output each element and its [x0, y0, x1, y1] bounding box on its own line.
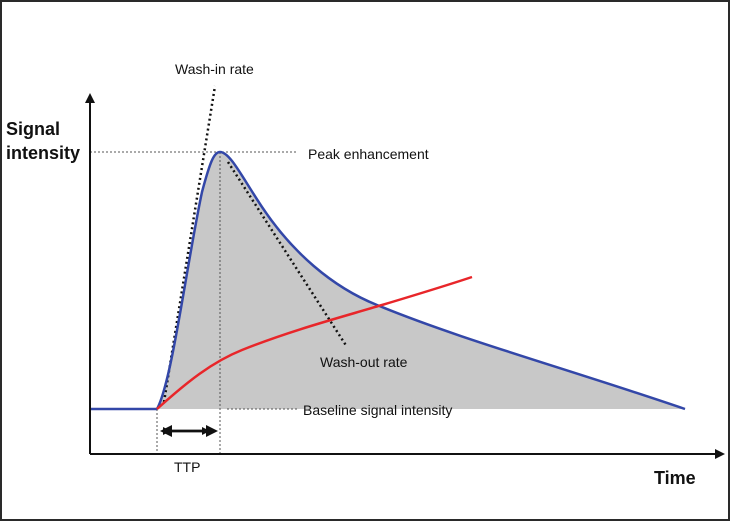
- wash-in-label: Wash-in rate: [175, 61, 254, 77]
- ttp-arrow-right-head: [206, 425, 218, 437]
- peak-enhancement-label: Peak enhancement: [308, 146, 429, 162]
- area-under-curve: [157, 152, 685, 409]
- wash-in-tangent: [162, 85, 217, 403]
- ttp-arrow-left-head: [160, 425, 172, 437]
- enhancement-curve: [155, 150, 686, 411]
- ttp-label: TTP: [174, 459, 200, 475]
- y-axis-label-line1: Signal: [6, 119, 60, 139]
- baseline-label: Baseline signal intensity: [303, 402, 452, 418]
- wash-out-tangent: [226, 161, 349, 348]
- wash-out-label: Wash-out rate: [320, 354, 408, 370]
- y-axis-label-line2: intensity: [6, 143, 80, 163]
- reference-curve: [156, 275, 473, 410]
- x-axis-label: Time: [654, 468, 696, 488]
